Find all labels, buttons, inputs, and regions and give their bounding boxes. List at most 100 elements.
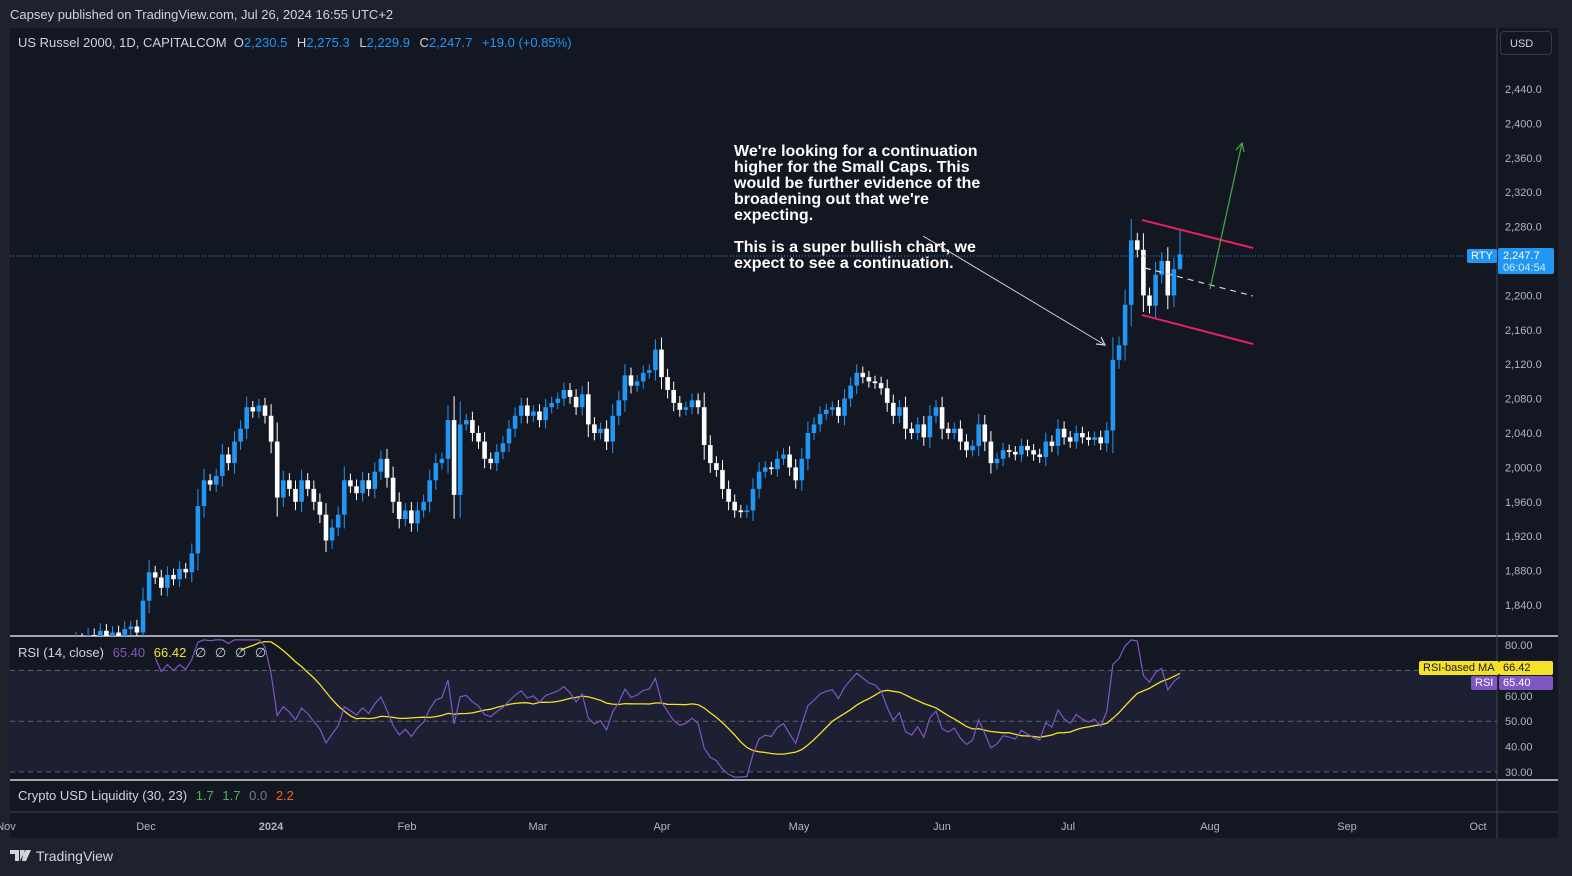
tradingview-brand[interactable]: TradingView	[10, 848, 113, 864]
candle	[683, 401, 689, 416]
candle	[622, 363, 628, 412]
liquidity-value: 1.7	[195, 788, 214, 803]
candle	[98, 623, 103, 636]
candle	[1128, 219, 1134, 327]
candle	[836, 399, 841, 424]
candle	[476, 425, 481, 449]
candle	[787, 446, 792, 476]
candle	[592, 417, 597, 441]
price-tick-label: 1,920.0	[1505, 531, 1542, 543]
candle	[586, 381, 591, 438]
candle	[634, 375, 640, 392]
candle	[897, 399, 902, 424]
close-value: 2,247.7	[428, 35, 473, 50]
candle	[287, 472, 292, 497]
note-paragraph-2: This is a super bullish chart, we expect…	[734, 239, 976, 272]
candle	[140, 587, 146, 636]
candle	[238, 420, 243, 450]
price-tick-label: 1,840.0	[1505, 600, 1542, 612]
candle	[232, 431, 237, 474]
candle	[305, 472, 310, 497]
candle	[299, 469, 304, 513]
candle	[396, 492, 402, 529]
candle	[866, 370, 872, 388]
candle	[921, 416, 927, 446]
candle	[701, 392, 707, 460]
candle	[964, 434, 969, 458]
price-tick-label: 2,120.0	[1505, 359, 1542, 371]
channel-mid-line[interactable]	[1144, 267, 1254, 297]
candle	[970, 439, 975, 457]
rsi-legend: RSI (14, close) 65.40 66.42 ∅ ∅ ∅ ∅	[18, 645, 266, 661]
price-tick-label: 2,280.0	[1505, 222, 1542, 234]
candle	[159, 569, 164, 596]
candle	[348, 473, 353, 493]
candle	[744, 504, 750, 518]
candle	[512, 407, 518, 438]
candle	[799, 448, 805, 491]
change-value: +19.0 (+0.85%)	[481, 35, 572, 50]
candle	[177, 561, 182, 587]
rsi-title: RSI (14, close)	[18, 645, 104, 660]
candle	[433, 453, 439, 490]
candle	[1037, 448, 1042, 463]
candle	[531, 405, 536, 423]
analysis-note[interactable]: We're looking for a continuation higher …	[734, 144, 994, 288]
candle	[537, 404, 542, 428]
low-label: L	[359, 35, 367, 50]
candle	[1110, 337, 1116, 454]
candle	[457, 401, 463, 518]
liquidity-title: Crypto USD Liquidity (30, 23)	[18, 788, 188, 803]
currency-button[interactable]: USD	[1500, 31, 1552, 55]
candle	[152, 565, 158, 584]
candle	[281, 470, 286, 507]
candle	[525, 397, 530, 424]
candle	[1171, 257, 1177, 308]
candle	[1092, 431, 1097, 446]
candle	[165, 566, 170, 597]
pointer-arrow[interactable]	[922, 235, 1107, 346]
candle	[415, 502, 420, 532]
candle	[220, 443, 225, 487]
candle	[884, 379, 890, 412]
candle	[1086, 431, 1091, 446]
candle	[1000, 442, 1006, 467]
candle	[366, 472, 371, 497]
time-tick-label: May	[789, 821, 810, 833]
candle	[1165, 247, 1171, 310]
candle	[134, 619, 140, 636]
candle	[1061, 421, 1067, 445]
open-value: 2,230.5	[243, 35, 288, 50]
channel-lower-line[interactable]	[1141, 314, 1254, 345]
rsi-tick-label: 80.00	[1505, 640, 1533, 652]
candle	[494, 443, 500, 472]
candle	[1104, 422, 1110, 452]
candle	[793, 459, 798, 489]
candle	[500, 436, 506, 460]
rsi-ma-axis-label: 66.42	[1499, 661, 1553, 675]
candle	[915, 417, 920, 441]
candle	[122, 621, 127, 636]
candle	[805, 421, 811, 471]
time-tick-label: Apr	[653, 821, 670, 833]
target-arrow[interactable]	[1209, 141, 1245, 290]
candle	[335, 506, 341, 536]
candle	[323, 503, 329, 553]
candle	[1074, 425, 1079, 449]
candle	[1049, 435, 1055, 453]
candle	[189, 543, 195, 583]
close-label: C	[419, 35, 429, 50]
candle	[756, 462, 762, 499]
rsi-tick-label: 40.00	[1505, 742, 1533, 754]
candle	[354, 479, 359, 501]
candle	[848, 377, 853, 407]
candle	[659, 337, 664, 390]
price-tick-label: 1,960.0	[1505, 497, 1542, 509]
candle	[732, 494, 737, 518]
rsi-line	[154, 639, 1181, 778]
candle	[872, 375, 878, 389]
price-tick-label: 2,440.0	[1505, 84, 1542, 96]
channel-upper-line[interactable]	[1141, 219, 1254, 249]
candle	[1031, 443, 1036, 461]
